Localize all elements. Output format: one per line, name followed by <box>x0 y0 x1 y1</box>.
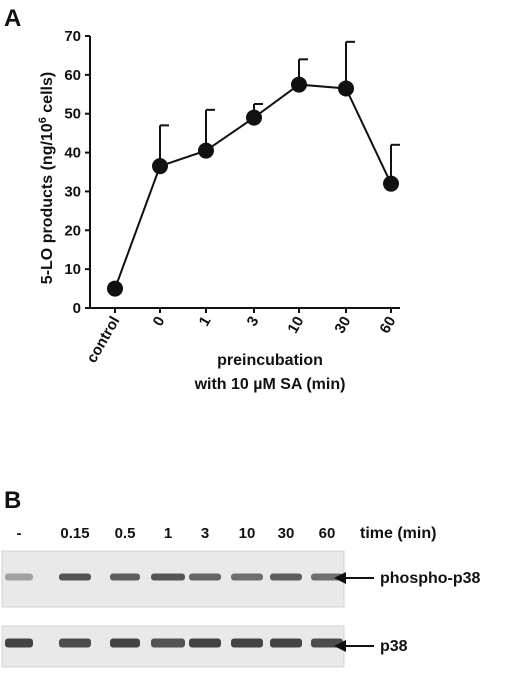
lane-label: 1 <box>164 525 172 542</box>
panel-b-western-blot: - 0.15 0.5 1 3 10 30 60 time (min) phospho-p38 p38 <box>1 525 481 668</box>
y-tick-label: 50 <box>64 106 81 123</box>
y-axis-label: 5-LO products (ng/106 cells) <box>37 72 56 284</box>
x-axis-label-line-2: with 10 µM SA (min) <box>194 376 346 393</box>
y-tick-label: 60 <box>64 67 81 84</box>
y-tick-label: 10 <box>64 261 81 278</box>
blot-band <box>59 573 91 581</box>
blot-band <box>270 638 302 648</box>
x-tick-label: 10 <box>284 314 307 337</box>
blot-band <box>5 573 33 581</box>
data-point <box>246 109 262 126</box>
blot-band <box>311 573 343 581</box>
y-axis-label-sup: 6 <box>37 117 49 123</box>
blot-band <box>189 638 221 648</box>
x-tick-label: 60 <box>376 314 399 337</box>
blot-band <box>151 573 185 581</box>
lane-label: 3 <box>201 525 209 542</box>
x-tick-label: 3 <box>244 314 263 330</box>
x-tick-label: 30 <box>331 314 354 337</box>
blot-band <box>110 573 140 581</box>
panel-a-chart: 5-LO products (ng/106 cells) preincubati… <box>37 28 400 393</box>
y-tick-label: 0 <box>73 300 81 317</box>
y-tick-label: 70 <box>64 28 81 45</box>
lane-label: 10 <box>239 525 256 542</box>
blot-band <box>59 638 91 648</box>
data-point <box>107 280 123 297</box>
y-tick-label: 40 <box>64 145 81 162</box>
blot-band <box>231 638 263 648</box>
time-label: time (min) <box>360 525 436 542</box>
blot-band <box>5 638 33 648</box>
blot-label: p38 <box>380 638 408 655</box>
arrow-head-icon <box>334 640 346 652</box>
x-axis-label-line-1: preincubation <box>217 352 323 369</box>
blot-band <box>110 638 140 648</box>
y-tick-label: 20 <box>64 222 81 239</box>
panel-b-letter: B <box>4 487 21 514</box>
lane-label: - <box>17 525 22 542</box>
data-point <box>291 76 307 93</box>
x-tick-label: 1 <box>196 314 215 330</box>
y-axis-label-end: cells) <box>39 72 56 117</box>
lane-label: 60 <box>319 525 336 542</box>
data-point <box>338 80 354 97</box>
data-point <box>152 158 168 175</box>
x-tick-label: 0 <box>150 314 169 330</box>
blot-band <box>270 573 302 581</box>
blot-label: phospho-p38 <box>380 570 481 587</box>
y-axis-label-main: 5-LO products (ng/10 <box>39 123 56 284</box>
blot-band <box>231 573 263 581</box>
blot-band <box>151 638 185 648</box>
blot-band <box>311 638 343 648</box>
lane-label: 0.5 <box>115 525 136 542</box>
x-tick-label: control <box>83 314 123 367</box>
panel-a-letter: A <box>4 5 21 32</box>
data-point <box>198 142 214 159</box>
lane-label: 0.15 <box>60 525 89 542</box>
y-tick-label: 30 <box>64 183 81 200</box>
arrow-head-icon <box>334 572 346 584</box>
data-point <box>383 175 399 192</box>
blot-band <box>189 573 221 581</box>
lane-label: 30 <box>278 525 295 542</box>
